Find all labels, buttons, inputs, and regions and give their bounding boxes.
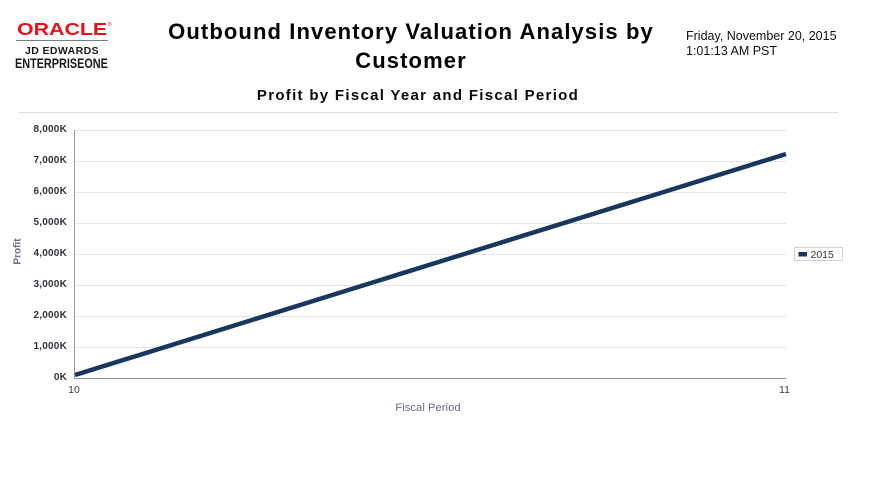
svg-text:2015: 2015 — [811, 249, 835, 261]
